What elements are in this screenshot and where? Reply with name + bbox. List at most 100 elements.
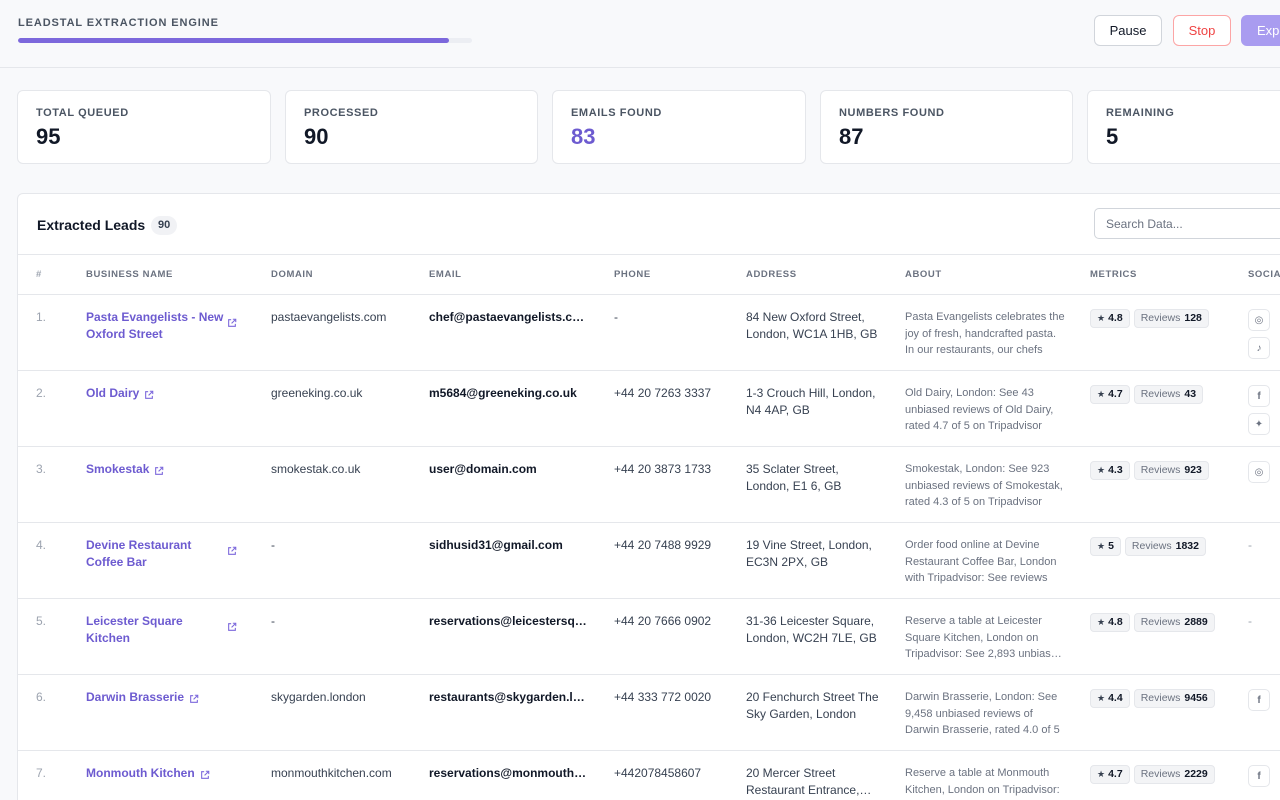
table-row[interactable]: 7. Monmouth Kitchen monmouthkitchen.com res… <box>18 750 1280 800</box>
reviews-label: Reviews <box>1140 692 1181 704</box>
table-row[interactable]: 1. Pasta Evangelists - New Oxford Street p… <box>18 294 1280 371</box>
external-link-icon[interactable] <box>227 544 237 555</box>
external-link-icon[interactable] <box>144 388 154 399</box>
business-name-link[interactable]: Smokestak <box>86 462 150 476</box>
email-cell[interactable]: reservations@leicestersquarekitchen.com <box>429 614 590 628</box>
email-cell[interactable]: reservations@monmouthkitchen.com <box>429 766 590 780</box>
phone-cell: +44 20 7488 9929 <box>596 522 728 599</box>
email-cell[interactable]: user@domain.com <box>429 462 537 476</box>
stat-value: 83 <box>571 124 596 149</box>
business-cell: Pasta Evangelists - New Oxford Street <box>86 309 247 343</box>
domain-cell: - <box>253 522 411 599</box>
business-name-link[interactable]: Monmouth Kitchen <box>86 766 195 780</box>
business-name-link[interactable]: Leicester Square Kitchen <box>86 614 183 645</box>
metrics-cell: ★ 5 Reviews 1832 <box>1090 537 1224 556</box>
social-links: f <box>1248 689 1280 711</box>
instagram-icon[interactable]: ◎ <box>1248 309 1270 331</box>
external-link-icon[interactable] <box>200 768 210 779</box>
domain-cell: pastaevangelists.com <box>253 294 411 371</box>
column-header-metrics[interactable]: METRICS <box>1072 254 1230 295</box>
stat-label: TOTAL QUEUED <box>36 107 129 119</box>
reviews-chip: Reviews 1832 <box>1124 537 1206 556</box>
business-name-link[interactable]: Darwin Brasserie <box>86 690 185 704</box>
column-header-email[interactable]: EMAIL <box>411 254 596 295</box>
twitter-icon[interactable]: ✦ <box>1248 413 1270 435</box>
facebook-icon[interactable]: f <box>1248 765 1270 787</box>
email-cell[interactable]: m5684@greeneking.co.uk <box>429 386 577 400</box>
rating-value: 5 <box>1108 540 1114 552</box>
star-icon: ★ <box>1097 313 1106 323</box>
reviews-value: 2889 <box>1184 616 1208 628</box>
table-row[interactable]: 2. Old Dairy greeneking.co.uk m5684@greenek… <box>18 370 1280 447</box>
reviews-value: 923 <box>1184 464 1202 476</box>
reviews-value: 128 <box>1184 312 1202 324</box>
external-link-icon[interactable] <box>227 620 237 631</box>
phone-cell: +44 20 3873 1733 <box>596 446 728 523</box>
stop-button[interactable]: Stop <box>1173 15 1231 46</box>
facebook-icon[interactable]: f <box>1248 689 1270 711</box>
address-cell: 84 New Oxford Street, London, WC1A 1HB, … <box>746 310 878 341</box>
rating-value: 4.7 <box>1108 768 1123 780</box>
reviews-label: Reviews <box>1140 312 1181 324</box>
stat-value: 87 <box>839 124 864 149</box>
column-header-phone[interactable]: PHONE <box>596 254 728 295</box>
rating-chip: ★ 4.4 <box>1090 689 1130 708</box>
business-name-link[interactable]: Pasta Evangelists - New Oxford Street <box>86 310 224 341</box>
instagram-icon[interactable]: ◎ <box>1248 461 1270 483</box>
star-icon: ★ <box>1097 541 1106 551</box>
reviews-label: Reviews <box>1131 540 1172 552</box>
table-row[interactable]: 4. Devine Restaurant Coffee Bar - sidhusid3… <box>18 522 1280 599</box>
reviews-chip: Reviews 43 <box>1133 385 1204 404</box>
panel-title: Extracted Leads <box>37 217 146 233</box>
social-empty: - <box>1248 538 1252 552</box>
column-header-address[interactable]: ADDRESS <box>728 254 887 295</box>
email-cell[interactable]: chef@pastaevangelists.com <box>429 310 590 324</box>
column-header-socials[interactable]: SOCIA <box>1230 254 1280 295</box>
about-cell: Old Dairy, London: See 43 unbiased revie… <box>905 387 1054 432</box>
about-cell: Reserve a table at Leicester Square Kitc… <box>905 615 1063 660</box>
table-row[interactable]: 6. Darwin Brasserie skygarden.london restau… <box>18 674 1280 751</box>
star-icon: ★ <box>1097 389 1106 399</box>
stat-numbers-found: NUMBERS FOUND 87 <box>820 90 1073 164</box>
export-button[interactable]: Expo <box>1241 15 1280 46</box>
rating-chip: ★ 4.8 <box>1090 309 1130 328</box>
facebook-icon[interactable]: f <box>1248 385 1270 407</box>
external-link-icon[interactable] <box>154 464 164 475</box>
reviews-chip: Reviews 2229 <box>1133 765 1215 784</box>
phone-cell: - <box>596 294 728 371</box>
stat-label: REMAINING <box>1106 107 1175 119</box>
external-link-icon[interactable] <box>227 316 237 327</box>
row-number: 2. <box>18 370 68 447</box>
domain-cell: monmouthkitchen.com <box>253 750 411 800</box>
business-cell: Monmouth Kitchen <box>86 765 247 782</box>
table-row[interactable]: 5. Leicester Square Kitchen - reservations@… <box>18 598 1280 675</box>
business-cell: Leicester Square Kitchen <box>86 613 247 647</box>
tiktok-icon[interactable]: ♪ <box>1248 337 1270 359</box>
address-cell: 35 Sclater Street, London, E1 6, GB <box>746 462 842 493</box>
social-links: f <box>1248 765 1280 787</box>
email-cell[interactable]: sidhusid31@gmail.com <box>429 538 563 552</box>
email-cell[interactable]: restaurants@skygarden.london <box>429 690 590 704</box>
business-name-link[interactable]: Old Dairy <box>86 386 140 400</box>
rating-chip: ★ 4.7 <box>1090 385 1130 404</box>
business-name-link[interactable]: Devine Restaurant Coffee Bar <box>86 538 192 569</box>
pause-button[interactable]: Pause <box>1094 15 1162 46</box>
rating-chip: ★ 5 <box>1090 537 1121 556</box>
star-icon: ★ <box>1097 617 1106 627</box>
reviews-label: Reviews <box>1140 616 1181 628</box>
table-row[interactable]: 3. Smokestak smokestak.co.uk user@domain.co… <box>18 446 1280 523</box>
column-header-about[interactable]: ABOUT <box>887 254 1072 295</box>
stat-value: 5 <box>1106 124 1119 149</box>
rating-chip: ★ 4.3 <box>1090 461 1130 480</box>
search-input[interactable] <box>1094 208 1280 239</box>
social-links: f ✦ <box>1248 385 1280 435</box>
progress-fill <box>18 38 450 43</box>
column-header-domain[interactable]: DOMAIN <box>253 254 411 295</box>
business-cell: Smokestak <box>86 461 247 478</box>
reviews-value: 1832 <box>1175 540 1199 552</box>
domain-cell: skygarden.london <box>253 674 411 751</box>
domain-cell: smokestak.co.uk <box>253 446 411 523</box>
column-header-business-name[interactable]: BUSINESS NAME <box>68 254 253 295</box>
column-header-number[interactable]: # <box>18 254 68 295</box>
external-link-icon[interactable] <box>189 692 199 703</box>
